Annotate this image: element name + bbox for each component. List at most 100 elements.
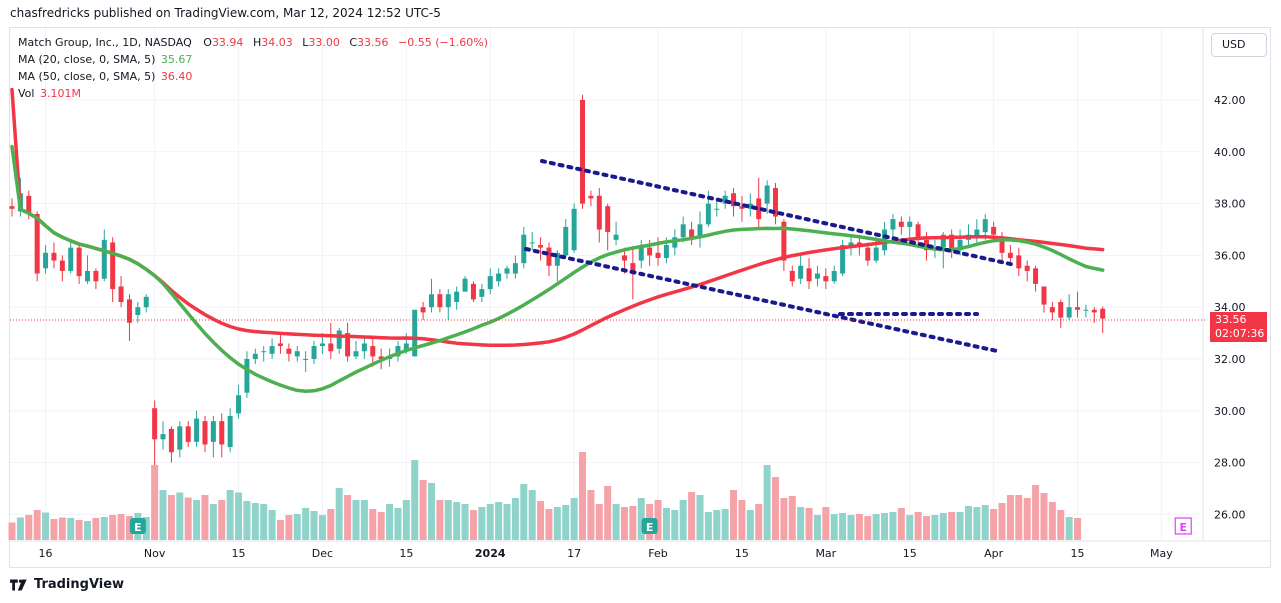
candle-body[interactable] xyxy=(479,289,485,297)
candle-body[interactable] xyxy=(1091,309,1097,313)
candle-body[interactable] xyxy=(512,263,518,274)
currency-selector[interactable]: USD xyxy=(1211,33,1267,57)
candle-body[interactable] xyxy=(991,226,997,235)
candle-body[interactable] xyxy=(949,234,955,251)
candle-body[interactable] xyxy=(999,237,1005,253)
candle-body[interactable] xyxy=(915,224,921,240)
candle-body[interactable] xyxy=(831,270,837,282)
candle-body[interactable] xyxy=(353,351,359,357)
candle-body[interactable] xyxy=(655,252,661,258)
channel-lower-line[interactable] xyxy=(524,247,999,353)
candle-body[interactable] xyxy=(1041,286,1047,305)
candle-body[interactable] xyxy=(126,299,132,323)
channel-upper-line[interactable] xyxy=(540,159,1017,267)
candle-body[interactable] xyxy=(319,343,325,347)
candle-body[interactable] xyxy=(101,239,107,279)
price-chart[interactable]: 26.00 28.00 30.00 32.00 34.00 36.00 38.00 40.00… xyxy=(0,0,1281,570)
symbol-label[interactable]: Match Group, Inc., 1D, NASDAQ xyxy=(18,36,192,49)
candle-body[interactable] xyxy=(59,260,65,271)
candle-body[interactable] xyxy=(143,296,149,308)
earnings-marker[interactable] xyxy=(641,518,658,534)
candle-body[interactable] xyxy=(588,195,594,199)
candle-body[interactable] xyxy=(554,252,560,266)
candle-body[interactable] xyxy=(705,203,711,225)
ma50-label[interactable]: MA (50, close, 0, SMA, 5) xyxy=(18,70,156,83)
candle-body[interactable] xyxy=(605,206,611,233)
candle-body[interactable] xyxy=(34,213,40,274)
candle-body[interactable] xyxy=(798,265,804,279)
candle-body[interactable] xyxy=(571,208,577,251)
earnings-marker[interactable] xyxy=(129,518,146,534)
candle-body[interactable] xyxy=(286,348,292,354)
candles[interactable] xyxy=(9,94,1106,466)
candle-body[interactable] xyxy=(546,247,552,266)
candle-body[interactable] xyxy=(521,234,527,264)
candle-body[interactable] xyxy=(496,273,502,282)
candle-body[interactable] xyxy=(454,291,460,303)
candle-body[interactable] xyxy=(907,221,913,227)
legend-ma50-row[interactable]: MA (50, close, 0, SMA, 5) 36.40 xyxy=(18,70,194,83)
candle-body[interactable] xyxy=(303,359,309,360)
candle-body[interactable] xyxy=(890,219,896,230)
candle-body[interactable] xyxy=(1058,302,1064,318)
candle-body[interactable] xyxy=(504,268,510,274)
candle-body[interactable] xyxy=(563,226,569,256)
candle-body[interactable] xyxy=(76,247,82,277)
candle-body[interactable] xyxy=(370,346,376,357)
candle-body[interactable] xyxy=(9,206,15,209)
candle-body[interactable] xyxy=(185,426,191,442)
candle-body[interactable] xyxy=(940,234,946,248)
legend-ma20-row[interactable]: MA (20, close, 0, SMA, 5) 35.67 xyxy=(18,53,194,66)
candle-body[interactable] xyxy=(856,242,862,246)
candle-body[interactable] xyxy=(194,418,200,442)
candle-body[interactable] xyxy=(596,195,602,230)
candle-body[interactable] xyxy=(756,198,762,220)
candle-body[interactable] xyxy=(68,247,74,271)
candle-body[interactable] xyxy=(689,229,695,238)
candle-body[interactable] xyxy=(429,294,434,308)
candle-body[interactable] xyxy=(814,273,820,279)
ma50-line[interactable] xyxy=(10,87,1105,348)
candle-body[interactable] xyxy=(764,185,770,204)
candle-body[interactable] xyxy=(680,224,686,238)
candle-body[interactable] xyxy=(781,221,787,261)
candle-body[interactable] xyxy=(261,351,267,353)
candle-body[interactable] xyxy=(420,307,426,313)
candle-body[interactable] xyxy=(823,276,829,282)
time-axis[interactable]: 16 Nov 15 Dec 15 2024 17 Feb 15 Mar 15 Apr 15 May xyxy=(39,547,1174,560)
candle-body[interactable] xyxy=(722,195,728,204)
candle-body[interactable] xyxy=(210,421,216,442)
candle-body[interactable] xyxy=(227,415,233,448)
candle-body[interactable] xyxy=(924,239,930,251)
candle-body[interactable] xyxy=(873,247,879,261)
candle-body[interactable] xyxy=(378,356,384,359)
candle-body[interactable] xyxy=(252,353,258,359)
candle-body[interactable] xyxy=(361,343,367,352)
candle-body[interactable] xyxy=(630,263,636,271)
candle-body[interactable] xyxy=(613,234,619,240)
candle-body[interactable] xyxy=(168,428,174,453)
candle-body[interactable] xyxy=(336,330,342,349)
vol-label[interactable]: Vol xyxy=(18,87,35,100)
chart-frame[interactable] xyxy=(9,27,1271,568)
candle-body[interactable] xyxy=(93,270,99,282)
candle-body[interactable] xyxy=(697,224,703,238)
candle-body[interactable] xyxy=(110,242,116,290)
candle-body[interactable] xyxy=(277,343,283,347)
candle-body[interactable] xyxy=(1007,252,1013,258)
candle-body[interactable] xyxy=(806,268,812,282)
candle-body[interactable] xyxy=(202,421,208,445)
candle-body[interactable] xyxy=(638,245,644,261)
candle-body[interactable] xyxy=(1016,255,1022,269)
candle-body[interactable] xyxy=(982,219,988,233)
candle-body[interactable] xyxy=(236,395,242,414)
candle-body[interactable] xyxy=(739,206,745,209)
candle-body[interactable] xyxy=(1100,308,1106,319)
candle-body[interactable] xyxy=(294,351,300,357)
price-axis[interactable]: 26.00 28.00 30.00 32.00 34.00 36.00 38.00 40.00… xyxy=(1214,94,1246,521)
candle-body[interactable] xyxy=(445,294,451,308)
candle-body[interactable] xyxy=(219,421,225,445)
candle-body[interactable] xyxy=(1033,268,1039,284)
candle-body[interactable] xyxy=(269,346,275,354)
candle-body[interactable] xyxy=(177,426,183,450)
